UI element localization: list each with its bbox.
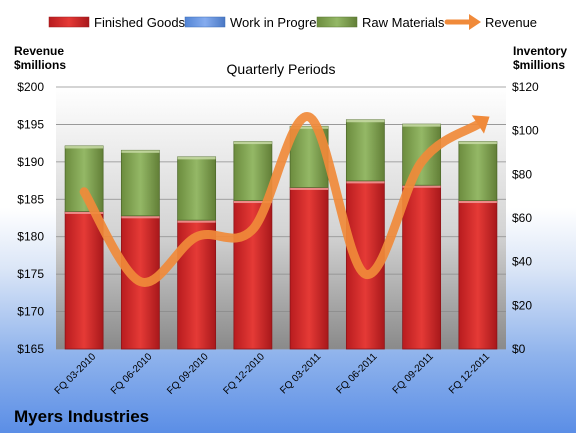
bar-raw-materials-cap [402, 124, 441, 127]
legend: Finished Goods Work in Progress Raw Mate… [48, 14, 537, 30]
bar-finished-goods [458, 200, 498, 350]
x-tick-label: FQ 09-2010 [165, 351, 211, 397]
legend-item-revenue: Revenue [444, 14, 537, 30]
legend-swatch-raw-materials [316, 16, 358, 28]
right-axis-ticks: $0 $20 $40 $60 $80 $100 $120 [512, 80, 539, 356]
x-tick-label: FQ 12-2011 [447, 351, 492, 396]
company-name: Myers Industries [14, 407, 149, 426]
bar-raw-materials [458, 141, 498, 201]
revenue-point [307, 115, 311, 119]
left-tick-label: $190 [17, 155, 44, 169]
bar-raw-materials-cap [65, 145, 104, 149]
revenue-point [138, 280, 142, 284]
revenue-line-arrowhead [471, 115, 490, 134]
bar-raw-materials [177, 156, 217, 221]
bar-finished-goods-cap [65, 211, 104, 214]
revenue-point [251, 227, 255, 231]
right-tick-label: $100 [512, 124, 539, 138]
bar-finished-goods-cap [290, 187, 329, 190]
left-tick-label: $170 [17, 305, 44, 319]
legend-swatch-work-in-progress [184, 16, 226, 28]
right-tick-label: $60 [512, 211, 532, 225]
left-tick-label: $175 [17, 267, 44, 281]
bar-raw-materials-cap [121, 150, 160, 153]
revenue-line-layer [79, 112, 490, 287]
bar-finished-goods-cap [346, 180, 385, 184]
bar-raw-materials-cap [346, 119, 385, 123]
left-axis-title-line1: Revenue [14, 44, 64, 58]
revenue-point [476, 122, 480, 126]
legend-label-raw-materials: Raw Materials [362, 15, 445, 30]
right-axis-title-line1: Inventory [513, 44, 567, 58]
x-tick-label: FQ 06-2011 [335, 351, 380, 396]
legend-arrow-revenue [469, 14, 481, 30]
legend-item-finished-goods: Finished Goods [48, 15, 186, 30]
revenue-point [82, 190, 86, 194]
bar-finished-goods-cap [458, 200, 497, 204]
x-tick-label: FQ 03-2010 [53, 351, 99, 397]
legend-swatch-finished-goods [48, 16, 90, 28]
bar-finished-goods-cap [121, 215, 160, 219]
bar-finished-goods-cap [233, 200, 272, 204]
right-tick-label: $40 [512, 255, 532, 269]
legend-label-revenue: Revenue [485, 15, 537, 30]
x-tick-label: FQ 06-2010 [109, 351, 155, 397]
right-tick-label: $120 [512, 80, 539, 94]
bar-finished-goods [402, 184, 442, 350]
x-axis-ticks: FQ 03-2010 FQ 06-2010 FQ 09-2010 FQ 12-2010… [53, 351, 493, 397]
right-tick-label: $0 [512, 342, 526, 356]
revenue-point [363, 272, 367, 276]
bar-finished-goods-cap [177, 220, 216, 223]
legend-label-work-in-progress: Work in Progress [230, 15, 330, 30]
legend-item-raw-materials: Raw Materials [316, 15, 445, 30]
bar-raw-materials-cap [458, 141, 497, 145]
left-axis-ticks: $165 $170 $175 $180 $185 $190 $195 $200 [17, 80, 44, 356]
right-axis-title-line2: $millions [513, 58, 565, 72]
left-tick-label: $180 [17, 230, 44, 244]
bar-raw-materials [233, 141, 273, 201]
legend-item-work-in-progress: Work in Progress [184, 15, 330, 30]
left-tick-label: $165 [17, 342, 44, 356]
bar-raw-materials [120, 149, 160, 217]
bar-raw-materials [345, 119, 385, 182]
revenue-line [79, 112, 483, 287]
right-tick-label: $20 [512, 298, 532, 312]
legend-label-finished-goods: Finished Goods [94, 15, 186, 30]
bar-finished-goods-cap [402, 185, 441, 188]
bar-raw-materials [402, 123, 442, 186]
bar-raw-materials [64, 145, 104, 212]
right-tick-label: $80 [512, 167, 532, 181]
left-tick-label: $195 [17, 117, 44, 131]
left-tick-label: $185 [17, 192, 44, 206]
x-tick-label: FQ 09-2011 [391, 351, 436, 396]
bar-raw-materials-cap [177, 156, 216, 160]
left-tick-label: $200 [17, 80, 44, 94]
chart-title: Quarterly Periods [227, 61, 336, 77]
revenue-point [420, 160, 424, 164]
x-tick-label: FQ 12-2010 [221, 351, 267, 397]
bar-finished-goods [289, 187, 329, 350]
bar-finished-goods [64, 211, 104, 350]
x-tick-label: FQ 03-2011 [278, 351, 323, 396]
left-axis-title-line2: $millions [14, 58, 66, 72]
bar-raw-materials-cap [290, 126, 329, 129]
revenue-point [195, 235, 199, 239]
bar-raw-materials-cap [233, 141, 272, 145]
